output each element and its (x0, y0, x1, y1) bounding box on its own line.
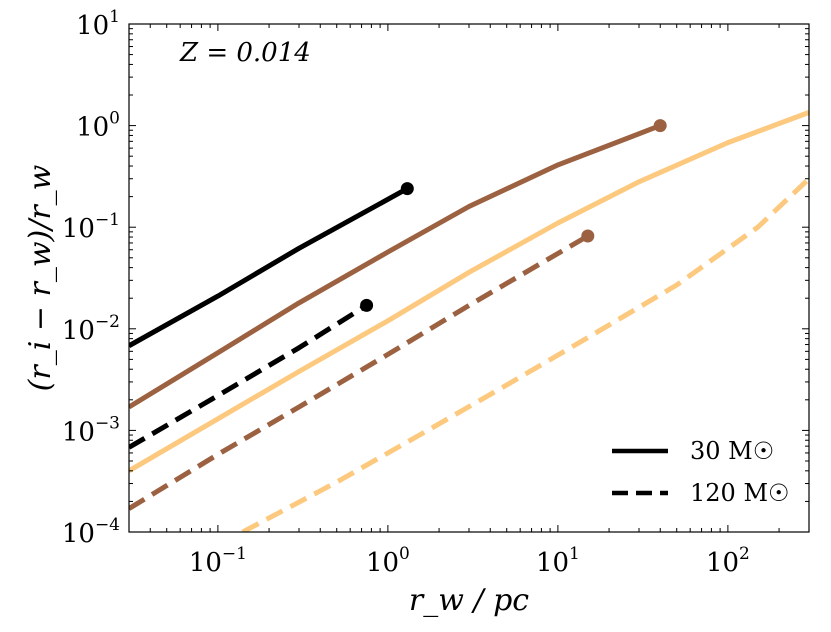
series-layer (129, 110, 809, 532)
y-axis-label: (r_i − r_w)/r_w (23, 164, 58, 391)
x-tick-label: 100 (366, 544, 410, 578)
series-endpoint-brown-30 (653, 119, 667, 133)
series-line-black-30 (129, 186, 409, 348)
series-line-orange-30 (129, 110, 809, 473)
y-tick-label: 10−1 (62, 210, 120, 244)
plot-frame (128, 23, 810, 533)
x-tick-labels: 10−1 100 102 101 (189, 544, 750, 578)
series-endpoint-brown-120 (581, 229, 595, 243)
y-tick-labels: 10−4 10−3 10−2 10−1 100 101 (62, 7, 120, 549)
x-axis-label: r_w / pc (409, 583, 529, 618)
y-tick-label: 101 (76, 7, 120, 41)
series-line-brown-30 (129, 123, 662, 410)
x-tick-label: 10−1 (189, 544, 247, 578)
series-endpoint-black-30 (400, 182, 414, 196)
legend-label-solid: 30 M☉ (690, 437, 774, 465)
x-tick-label: 101 (536, 544, 580, 578)
legend-label-dashed: 120 M☉ (690, 479, 790, 507)
legend: 30 M☉ 120 M☉ (612, 437, 790, 507)
series-line-brown-120 (129, 233, 590, 511)
y-tick-label: 10−4 (62, 515, 120, 549)
series-endpoint-black-120 (360, 298, 374, 312)
series-line-orange-120 (241, 176, 809, 532)
series-line-black-120 (129, 303, 368, 450)
annotation-z: Z = 0.014 (179, 38, 311, 68)
y-tick-label: 10−3 (62, 413, 120, 447)
y-tick-label: 10−2 (62, 312, 120, 346)
x-tick-label: 102 (706, 544, 750, 578)
y-tick-label: 100 (76, 109, 120, 143)
